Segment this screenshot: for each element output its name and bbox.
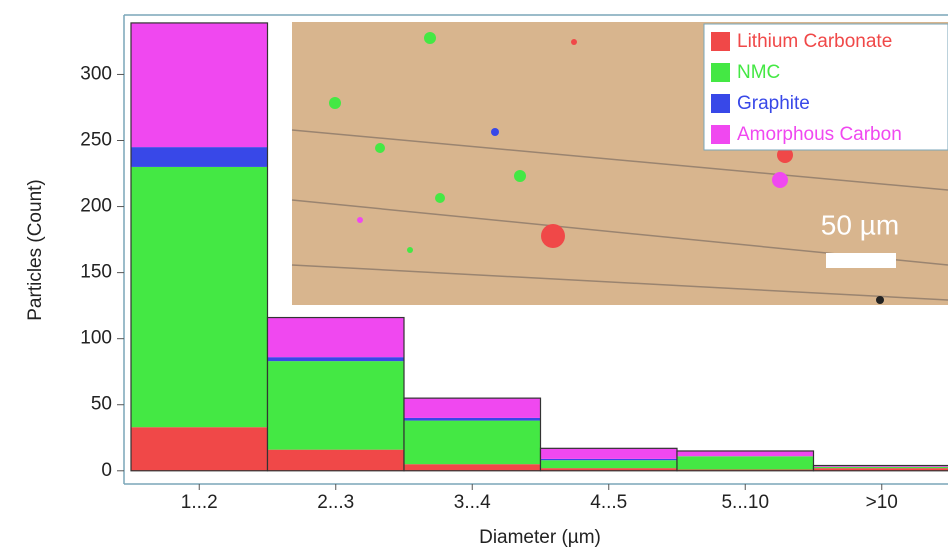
bar-segment (268, 318, 405, 358)
x-tick-label: 4...5 (590, 492, 627, 513)
legend-swatch (711, 125, 730, 144)
bar-segment (268, 450, 405, 471)
legend: Lithium Carbonate NMC Graphite Amorphous Ca… (704, 24, 948, 150)
bar-segment (268, 357, 405, 361)
x-tick-label: >10 (866, 492, 898, 513)
y-tick-label: 250 (80, 130, 112, 151)
particle (424, 32, 436, 44)
particle (772, 172, 788, 188)
bar-segment (131, 427, 268, 471)
y-tick-label: 300 (80, 63, 112, 84)
y-tick-label: 50 (91, 394, 112, 415)
particle (357, 217, 363, 223)
x-tick-label: 5...10 (721, 492, 769, 513)
x-tick-label: 1...2 (181, 492, 218, 513)
particle (514, 170, 526, 182)
x-axis-title: Diameter (µm) (479, 527, 601, 548)
particle (329, 97, 341, 109)
bar-segment (131, 167, 268, 427)
legend-label: Lithium Carbonate (737, 31, 892, 52)
bar-segment (131, 23, 268, 147)
particle (375, 143, 385, 153)
scale-label: 50 µm (821, 209, 899, 240)
bar-segment (404, 464, 541, 471)
legend-swatch (711, 94, 730, 113)
particle (541, 224, 565, 248)
legend-swatch (711, 63, 730, 82)
bar-segment (404, 418, 541, 421)
legend-label: Graphite (737, 93, 810, 114)
x-tick-label: 2...3 (317, 492, 354, 513)
y-axis-title: Particles (Count) (25, 179, 46, 321)
legend-swatch (711, 32, 730, 51)
bar-segment (541, 459, 678, 460)
particle (407, 247, 413, 253)
y-tick-label: 200 (80, 196, 112, 217)
legend-label: Amorphous Carbon (737, 124, 902, 145)
x-tick-label: 3...4 (454, 492, 491, 513)
y-tick-label: 0 (101, 460, 112, 481)
bar-segment (404, 398, 541, 418)
particle (435, 193, 445, 203)
particle (876, 296, 884, 304)
bar-segment (268, 361, 405, 450)
y-tick-label: 100 (80, 328, 112, 349)
bar-segment (541, 460, 678, 468)
chart: 50 µm Diameter (µm) Particles (Count) Li… (0, 0, 948, 548)
bar-segment (677, 451, 814, 456)
scale-bar (826, 253, 896, 268)
particle (491, 128, 499, 136)
bar-segment (541, 448, 678, 459)
legend-label: NMC (737, 62, 780, 83)
particle (571, 39, 577, 45)
bar-segment (814, 467, 948, 468)
y-tick-label: 150 (80, 262, 112, 283)
bar-segment (677, 456, 814, 469)
bar-segment (404, 421, 541, 465)
bar-segment (131, 147, 268, 167)
